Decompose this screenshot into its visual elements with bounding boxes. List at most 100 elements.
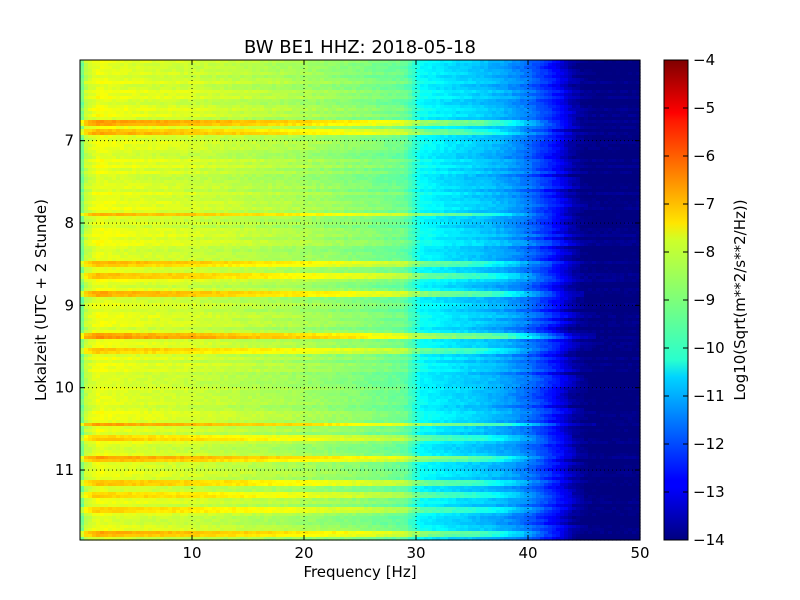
- heatmap-cell: [332, 84, 337, 88]
- heatmap-cell: [292, 141, 297, 145]
- heatmap-cell: [604, 66, 609, 70]
- heatmap-cell: [576, 87, 581, 91]
- heatmap-cell: [476, 96, 481, 100]
- heatmap-cell: [280, 90, 285, 94]
- heatmap-cell: [172, 93, 177, 97]
- heatmap-cell: [152, 135, 157, 139]
- heatmap-cell: [148, 114, 153, 118]
- heatmap-cell: [600, 96, 605, 100]
- heatmap-cell: [196, 114, 201, 118]
- heatmap-cell: [396, 105, 401, 109]
- heatmap-cell: [220, 132, 225, 136]
- heatmap-cell: [408, 66, 413, 70]
- heatmap-cell: [260, 96, 265, 100]
- heatmap-cell: [468, 120, 473, 124]
- heatmap-cell: [152, 102, 157, 106]
- heatmap-cell: [500, 87, 505, 91]
- heatmap-cell: [500, 108, 505, 112]
- heatmap-cell: [420, 93, 425, 97]
- heatmap-cell: [180, 138, 185, 142]
- heatmap-cell: [132, 84, 137, 88]
- heatmap-cell: [268, 126, 273, 130]
- heatmap-cell: [452, 60, 457, 64]
- heatmap-cell: [628, 105, 633, 109]
- heatmap-cell: [408, 60, 413, 64]
- heatmap-cell: [176, 84, 181, 88]
- heatmap-cell: [384, 144, 389, 148]
- heatmap-cell: [508, 60, 513, 64]
- heatmap-cell: [552, 144, 557, 148]
- heatmap-cell: [316, 90, 321, 94]
- heatmap-cell: [164, 138, 169, 142]
- heatmap-cell: [100, 126, 105, 130]
- heatmap-cell: [364, 138, 369, 142]
- heatmap-cell: [312, 147, 317, 151]
- heatmap-cell: [372, 99, 377, 103]
- heatmap-cell: [528, 99, 533, 103]
- heatmap-cell: [268, 63, 273, 67]
- heatmap-cell: [384, 84, 389, 88]
- heatmap-cell: [252, 99, 257, 103]
- heatmap-cell: [540, 144, 545, 148]
- heatmap-cell: [112, 135, 117, 139]
- heatmap-cell: [256, 120, 261, 124]
- heatmap-cell: [240, 93, 245, 97]
- heatmap-cell: [568, 114, 573, 118]
- heatmap-cell: [480, 114, 485, 118]
- heatmap-cell: [352, 93, 357, 97]
- heatmap-cell: [196, 87, 201, 91]
- heatmap-cell: [340, 111, 345, 115]
- heatmap-cell: [604, 81, 609, 85]
- heatmap-cell: [364, 129, 369, 133]
- heatmap-cell: [104, 117, 109, 121]
- heatmap-cell: [136, 144, 141, 148]
- heatmap-cell: [128, 87, 133, 91]
- heatmap-cell: [484, 72, 489, 76]
- heatmap-cell: [444, 81, 449, 85]
- heatmap-cell: [300, 111, 305, 115]
- heatmap-cell: [404, 96, 409, 100]
- heatmap-cell: [616, 144, 621, 148]
- heatmap-cell: [348, 99, 353, 103]
- heatmap-cell: [96, 147, 101, 151]
- heatmap-cell: [144, 60, 149, 64]
- heatmap-cell: [152, 99, 157, 103]
- heatmap-cell: [84, 147, 89, 151]
- heatmap-cell: [592, 126, 597, 130]
- heatmap-cell: [528, 126, 533, 130]
- heatmap-cell: [592, 132, 597, 136]
- heatmap-cell: [184, 132, 189, 136]
- heatmap-cell: [132, 72, 137, 76]
- heatmap-cell: [512, 60, 517, 64]
- heatmap-cell: [184, 81, 189, 85]
- heatmap-cell: [420, 144, 425, 148]
- heatmap-cell: [268, 66, 273, 70]
- heatmap-cell: [516, 135, 521, 139]
- heatmap-cell: [160, 75, 165, 79]
- heatmap-cell: [280, 120, 285, 124]
- heatmap-cell: [240, 99, 245, 103]
- heatmap-cell: [404, 111, 409, 115]
- heatmap-cell: [336, 60, 341, 64]
- heatmap-cell: [376, 144, 381, 148]
- heatmap-cell: [496, 60, 501, 64]
- heatmap-cell: [508, 135, 513, 139]
- heatmap-cell: [272, 60, 277, 64]
- heatmap-cell: [176, 126, 181, 130]
- heatmap-cell: [280, 132, 285, 136]
- heatmap-cell: [416, 144, 421, 148]
- heatmap-cell: [300, 81, 305, 85]
- heatmap-cell: [344, 117, 349, 121]
- heatmap-cell: [320, 72, 325, 76]
- heatmap-cell: [492, 138, 497, 142]
- heatmap-cell: [100, 144, 105, 148]
- heatmap-cell: [80, 84, 85, 88]
- heatmap-cell: [580, 93, 585, 97]
- heatmap-cell: [564, 63, 569, 67]
- heatmap-cell: [416, 84, 421, 88]
- heatmap-cell: [636, 141, 641, 145]
- heatmap-cell: [156, 69, 161, 73]
- heatmap-cell: [332, 114, 337, 118]
- heatmap-cell: [188, 75, 193, 79]
- heatmap-cell: [384, 78, 389, 82]
